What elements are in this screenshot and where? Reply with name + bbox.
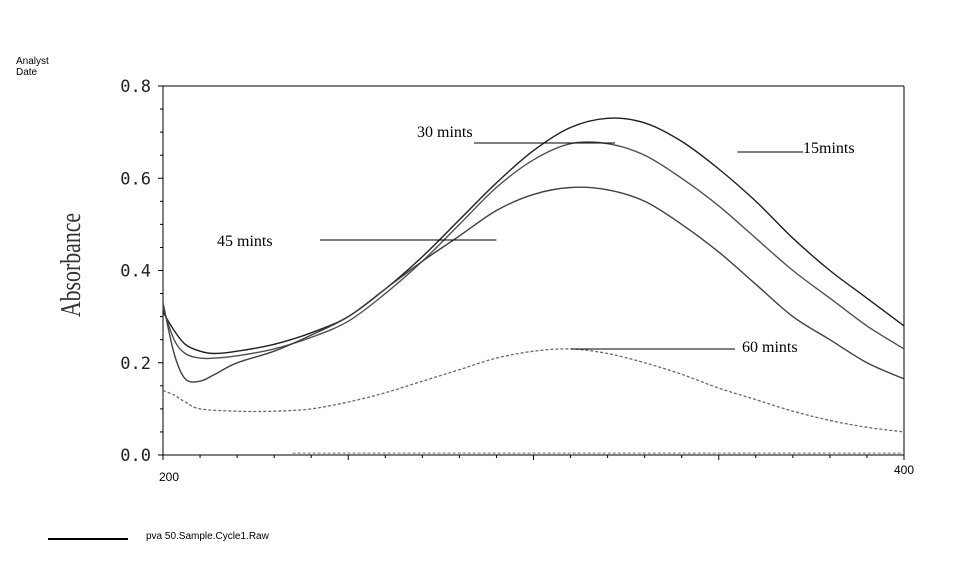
annotation-label: 60 mints (742, 339, 798, 356)
x-tick-label: 400 (894, 463, 914, 477)
x-tick-label: 200 (159, 470, 179, 484)
legend-label: pva 50.Sample.Cycle1.Raw (146, 531, 269, 542)
y-tick-label: 0.0 (120, 446, 151, 466)
series-line-30-mints (162, 141, 905, 360)
chart-axes: 0.0 0.2 0.4 0.6 0.8 200 400 Absorbance (57, 77, 915, 484)
y-tick-label: 0.2 (120, 354, 151, 374)
legend-swatch (48, 538, 128, 540)
annotation-label: 15mints (803, 140, 855, 157)
annotation-label: 30 mints (417, 124, 473, 141)
y-tick-label: 0.8 (120, 77, 151, 97)
annotation-label: 45 mints (217, 233, 273, 250)
analyst-label: Analyst (16, 56, 49, 67)
series-line-60-mints (162, 348, 905, 433)
series-line-15mints (162, 117, 905, 355)
series-line-45-mints (162, 186, 905, 383)
y-axis-label: Absorbance (57, 213, 87, 317)
chart-series (162, 117, 905, 454)
y-tick-label: 0.4 (120, 262, 151, 282)
date-label: Date (16, 67, 38, 78)
chart-annotations: 30 mints 15mints 45 mints 60 mints (217, 124, 855, 356)
y-tick-label: 0.6 (120, 169, 151, 189)
